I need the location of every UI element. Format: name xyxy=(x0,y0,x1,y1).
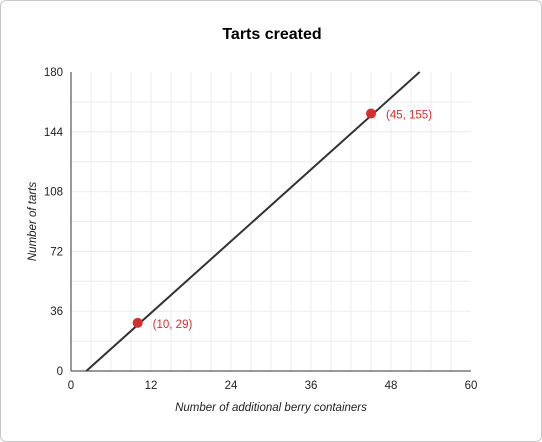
x-tick-label: 0 xyxy=(68,380,74,392)
x-tick-label: 12 xyxy=(145,380,158,392)
y-tick-label: 72 xyxy=(50,246,63,258)
x-tick-label: 48 xyxy=(385,380,398,392)
data-point xyxy=(366,108,376,119)
y-tick-label: 36 xyxy=(50,306,63,318)
x-tick-label: 24 xyxy=(225,380,238,392)
x-tick-label: 36 xyxy=(305,380,318,392)
data-point xyxy=(132,317,143,328)
y-tick-label: 108 xyxy=(44,187,63,199)
data-point-label: (10, 29) xyxy=(153,319,193,331)
chart-title: Tarts created xyxy=(222,26,322,43)
y-tick-label: 144 xyxy=(44,127,64,139)
y-tick-label: 0 xyxy=(57,366,63,378)
y-axis-label: Number of tarts xyxy=(27,182,39,261)
x-axis-label: Number of additional berry containers xyxy=(175,402,367,414)
data-point-label: (45, 155) xyxy=(386,110,432,122)
x-tick-label: 60 xyxy=(465,380,478,392)
y-tick-label: 180 xyxy=(44,67,63,79)
